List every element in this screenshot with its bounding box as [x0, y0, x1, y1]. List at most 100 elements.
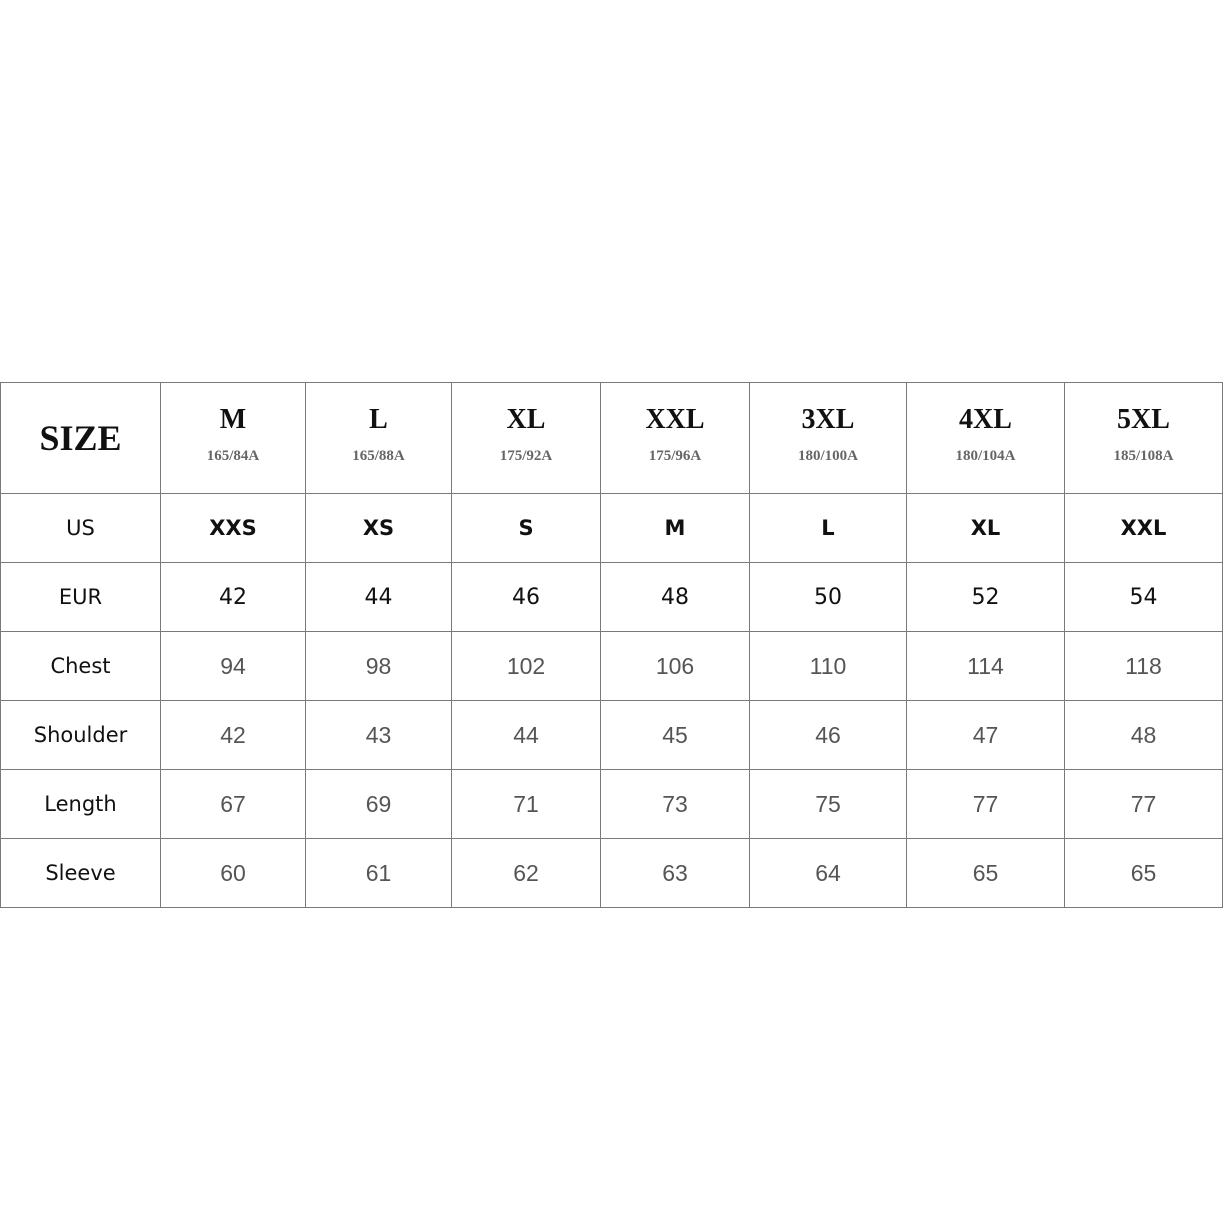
value-cell: 44	[451, 700, 601, 770]
value-cell: 62	[451, 838, 601, 908]
cell-value: 46	[815, 721, 841, 748]
cell-value: XL	[970, 516, 1001, 540]
cell-value: 65	[1130, 859, 1157, 886]
row-label-cell: Shoulder	[0, 700, 161, 770]
value-cell: 42	[160, 700, 306, 770]
value-cell: 63	[600, 838, 750, 908]
cell-value: 67	[220, 790, 246, 817]
row-label-cell: Sleeve	[0, 838, 161, 908]
value-cell: XS	[305, 493, 452, 563]
cell-value: 46	[512, 584, 540, 610]
value-cell: 54	[1064, 562, 1223, 632]
cell-value: 114	[967, 652, 1004, 679]
size-corner-cell: SIZE	[0, 382, 161, 494]
cell-value: 73	[662, 790, 688, 817]
row-label-cell: US	[0, 493, 161, 563]
cell-value: 94	[220, 652, 246, 679]
value-cell: 64	[749, 838, 907, 908]
cell-value: 48	[661, 584, 689, 610]
size-code: 165/84A	[206, 447, 260, 464]
cell-value: 42	[220, 721, 246, 748]
size-name: 5XL	[1117, 403, 1170, 435]
value-cell: 60	[160, 838, 306, 908]
size-name: M	[219, 403, 247, 435]
cell-value: 54	[1129, 584, 1158, 610]
table-row: Length 67 69 71 73 75 77 77	[0, 769, 1223, 839]
cell-value: 102	[506, 652, 546, 679]
cell-value: 47	[972, 721, 999, 748]
size-header-cell: M 165/84A	[160, 382, 306, 494]
cell-value: 50	[814, 584, 842, 610]
cell-value: 106	[655, 652, 695, 679]
value-cell: 48	[600, 562, 750, 632]
size-header-cell: L 165/88A	[305, 382, 452, 494]
value-cell: 106	[600, 631, 750, 701]
value-cell: M	[600, 493, 750, 563]
size-header-cell: XL 175/92A	[451, 382, 601, 494]
size-name: 3XL	[801, 403, 855, 435]
value-cell: 61	[305, 838, 452, 908]
value-cell: 110	[749, 631, 907, 701]
value-cell: 69	[305, 769, 452, 839]
value-cell: 65	[1064, 838, 1223, 908]
row-label-cell: Chest	[0, 631, 161, 701]
value-cell: 67	[160, 769, 306, 839]
value-cell: 44	[305, 562, 452, 632]
row-label: Shoulder	[33, 723, 128, 747]
row-label: EUR	[58, 585, 103, 609]
value-cell: 114	[906, 631, 1065, 701]
header-row: SIZE M 165/84A L 165/88A XL 175/92A XXL 175/96A…	[0, 382, 1223, 494]
cell-value: 64	[815, 859, 841, 886]
value-cell: XXS	[160, 493, 306, 563]
cell-value: 44	[364, 584, 393, 610]
size-code: 185/108A	[1113, 447, 1174, 464]
size-title: SIZE	[39, 418, 122, 458]
size-chart-table: SIZE M 165/84A L 165/88A XL 175/92A XXL 175/96A…	[0, 382, 1223, 908]
cell-value: 61	[365, 859, 392, 886]
cell-value: 65	[972, 859, 999, 886]
cell-value: 110	[809, 652, 847, 679]
value-cell: 77	[906, 769, 1065, 839]
value-cell: S	[451, 493, 601, 563]
value-cell: 77	[1064, 769, 1223, 839]
value-cell: 75	[749, 769, 907, 839]
value-cell: 42	[160, 562, 306, 632]
cell-value: 48	[1130, 721, 1157, 748]
value-cell: 52	[906, 562, 1065, 632]
value-cell: 94	[160, 631, 306, 701]
value-cell: 43	[305, 700, 452, 770]
size-header-cell: 3XL 180/100A	[749, 382, 907, 494]
cell-value: 75	[815, 790, 841, 817]
table-row: Shoulder 42 43 44 45 46 47 48	[0, 700, 1223, 770]
cell-value: XXL	[1120, 516, 1167, 540]
cell-value: 77	[1130, 790, 1157, 817]
cell-value: 44	[513, 721, 539, 748]
cell-value: 62	[513, 859, 539, 886]
cell-value: 45	[662, 721, 688, 748]
size-code: 165/88A	[352, 447, 405, 464]
value-cell: 45	[600, 700, 750, 770]
cell-value: 77	[972, 790, 999, 817]
row-label-cell: Length	[0, 769, 161, 839]
cell-value: 52	[971, 584, 1000, 610]
cell-value: 98	[365, 652, 392, 679]
size-name: XXL	[645, 403, 705, 435]
table-row: Sleeve 60 61 62 63 64 65 65	[0, 838, 1223, 908]
cell-value: 118	[1125, 652, 1162, 679]
value-cell: 102	[451, 631, 601, 701]
cell-value: 43	[365, 721, 392, 748]
cell-value: S	[518, 516, 534, 540]
value-cell: L	[749, 493, 907, 563]
size-name: L	[369, 403, 388, 435]
value-cell: 73	[600, 769, 750, 839]
size-header-cell: 5XL 185/108A	[1064, 382, 1223, 494]
value-cell: XL	[906, 493, 1065, 563]
row-label-cell: EUR	[0, 562, 161, 632]
value-cell: XXL	[1064, 493, 1223, 563]
value-cell: 65	[906, 838, 1065, 908]
value-cell: 46	[749, 700, 907, 770]
value-cell: 98	[305, 631, 452, 701]
value-cell: 50	[749, 562, 907, 632]
row-label: US	[66, 516, 95, 540]
value-cell: 71	[451, 769, 601, 839]
